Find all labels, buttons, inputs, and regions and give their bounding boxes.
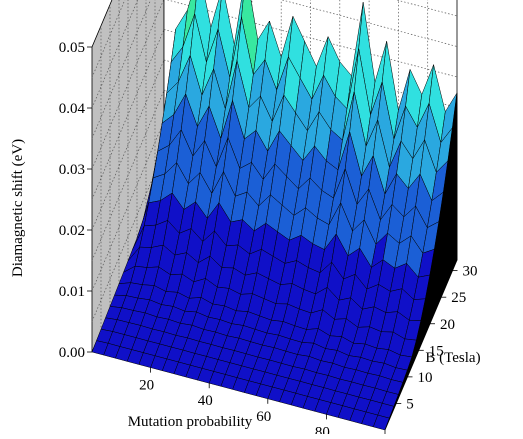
y-tick-label: 15 [429, 343, 444, 359]
y-tick-label: 25 [451, 290, 466, 306]
x-tick-label: 20 [139, 378, 154, 394]
left-grid-h [91, 29, 165, 200]
left-grid-h [91, 59, 165, 231]
left-grid-h [91, 151, 165, 322]
z-tick-label: 0.02 [59, 223, 85, 239]
x-tick-label: 60 [256, 409, 271, 425]
x-tick-label: 80 [315, 424, 330, 434]
z-tick-label: 0.04 [59, 101, 86, 117]
surface-plot [91, 0, 458, 431]
left-grid-h [91, 0, 139, 109]
x-tick-label: 40 [198, 393, 213, 409]
x-axis-label: Mutation probability [128, 414, 253, 430]
axis-ticks: 0.000.010.020.030.040.052040608010051015… [59, 40, 478, 439]
z-axis-label: Diamagnetic shift (eV) [10, 139, 26, 277]
y-tick-label: 10 [418, 370, 433, 386]
back-grid-h [395, 0, 458, 17]
y-tick-label: 5 [406, 396, 414, 412]
y-tick-label: 30 [463, 264, 478, 280]
z-tick-label: 0.01 [59, 284, 85, 300]
y-tick-label: 20 [440, 317, 455, 333]
y-axis-label: B (Tesla) [425, 350, 480, 366]
z-tick-label: 0.00 [59, 345, 85, 361]
z-tick-label: 0.05 [59, 40, 85, 56]
z-tick-label: 0.03 [59, 162, 85, 178]
surface-side [384, 92, 458, 431]
